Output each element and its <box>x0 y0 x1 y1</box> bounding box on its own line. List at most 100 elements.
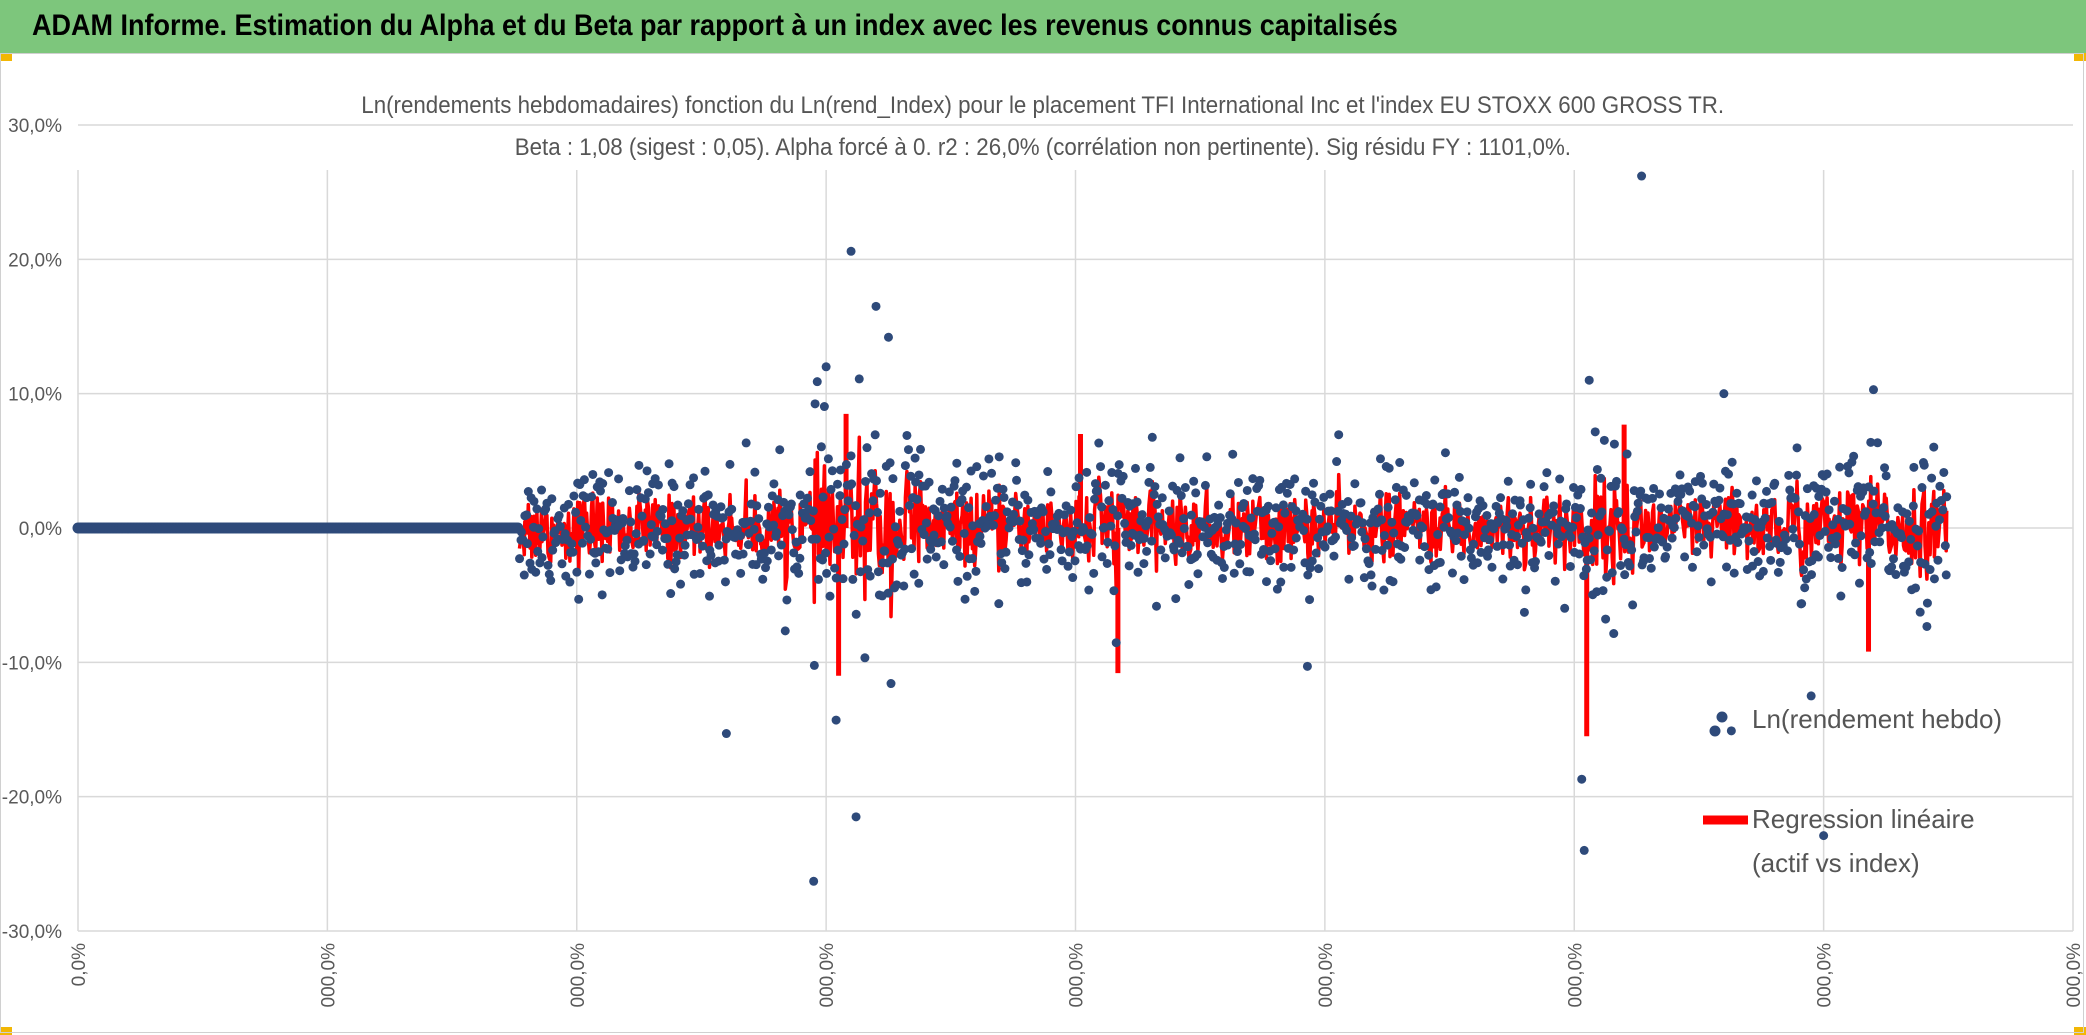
scatter-point <box>846 246 856 256</box>
scatter-point <box>1646 563 1656 573</box>
scatter-point <box>1120 530 1130 540</box>
scatter-point <box>1592 464 1602 474</box>
x-tick-label: 0,0% <box>69 943 90 986</box>
scatter-point <box>645 549 655 559</box>
scatter-point <box>604 468 614 478</box>
scatter-point <box>1302 661 1312 671</box>
scatter-point <box>1617 525 1627 535</box>
scatter-point <box>1568 522 1578 532</box>
scatter-point <box>653 480 663 490</box>
scatter-point <box>1454 472 1464 482</box>
scatter-point <box>1836 591 1846 601</box>
scatter-point <box>1400 542 1410 552</box>
scatter-point <box>1849 451 1859 461</box>
scatter-point <box>652 540 662 550</box>
scatter-point <box>1451 536 1461 546</box>
scatter-point <box>594 547 604 557</box>
scatter-point <box>950 476 960 486</box>
scatter-point <box>1526 479 1536 489</box>
scatter-point <box>1653 523 1663 533</box>
scatter-point <box>821 362 831 372</box>
scatter-point <box>664 459 674 469</box>
scatter-point <box>1271 503 1281 513</box>
scatter-point <box>522 510 532 520</box>
scatter-point <box>886 679 896 689</box>
scatter-point <box>1605 526 1615 536</box>
scatter-point <box>571 507 581 517</box>
scatter-point <box>1587 508 1597 518</box>
scatter-point <box>766 545 776 555</box>
scatter-point <box>955 551 965 561</box>
scatter-point <box>1663 504 1673 514</box>
scatter-point <box>818 555 828 565</box>
scatter-point <box>1084 585 1094 595</box>
scatter-point <box>1833 553 1843 563</box>
scatter-point <box>1699 540 1709 550</box>
scatter-point <box>1291 506 1301 516</box>
scatter-point <box>1021 558 1031 568</box>
scatter-point <box>1584 375 1594 385</box>
scatter-point <box>1792 443 1802 453</box>
scatter-point <box>531 567 541 577</box>
scatter-point <box>1435 557 1445 567</box>
scatter-point <box>809 876 819 886</box>
scatter-point <box>880 546 890 556</box>
scatter-point <box>696 531 706 541</box>
scatter-point <box>1579 845 1589 855</box>
scatter-point <box>634 460 644 470</box>
scatter-point <box>1097 552 1107 562</box>
scatter-point <box>1164 506 1174 516</box>
scatter-point <box>873 507 883 517</box>
scatter-point <box>1214 500 1224 510</box>
scatter-point <box>1361 544 1371 554</box>
scatter-point <box>1743 523 1753 533</box>
scatter-point <box>1093 486 1103 496</box>
scatter-point <box>808 506 818 516</box>
scatter-point <box>961 482 971 492</box>
scatter-point <box>1927 473 1937 483</box>
scatter-point <box>934 511 944 521</box>
x-tick-label: 000,0% <box>817 943 838 1008</box>
scatter-point <box>1100 480 1110 490</box>
scatter-point <box>812 377 822 387</box>
scatter-point <box>797 535 807 545</box>
scatter-point <box>1732 488 1742 498</box>
scatter-point <box>519 570 529 580</box>
scatter-point <box>1114 460 1124 470</box>
scatter-point <box>1069 527 1079 537</box>
scatter-point <box>629 549 639 559</box>
scatter-point <box>830 563 840 573</box>
scatter-point <box>1305 595 1315 605</box>
scatter-point <box>1940 541 1950 551</box>
y-tick-label: 10,0% <box>8 385 62 406</box>
scatter-point <box>1193 569 1203 579</box>
scatter-point <box>1379 585 1389 595</box>
scatter-point <box>851 501 861 511</box>
scatter-point <box>1922 621 1932 631</box>
scatter-point <box>1719 389 1729 399</box>
scatter-point <box>584 569 594 579</box>
scatter-point <box>860 653 870 663</box>
scatter-point <box>1914 526 1924 536</box>
scatter-point <box>704 591 714 601</box>
scatter-point <box>991 495 1001 505</box>
scatter-point <box>565 577 575 587</box>
scatter-point <box>1483 545 1493 555</box>
scatter-point <box>1150 482 1160 492</box>
scatter-point <box>1137 510 1147 520</box>
scatter-point <box>1267 528 1277 538</box>
scatter-point <box>1307 490 1317 500</box>
scatter-point <box>895 506 905 516</box>
scatter-point <box>1110 541 1120 551</box>
scatter-point <box>1722 562 1732 572</box>
scatter-point <box>931 552 941 562</box>
scatter-point <box>1747 490 1757 500</box>
scatter-point <box>1609 629 1619 639</box>
scatter-point <box>1391 482 1401 492</box>
scatter-point <box>1632 506 1642 516</box>
scatter-point <box>1466 553 1476 563</box>
scatter-point <box>1225 489 1235 499</box>
scatter-point <box>667 516 677 526</box>
scatter-point <box>1917 483 1927 493</box>
scatter-point <box>572 567 582 577</box>
